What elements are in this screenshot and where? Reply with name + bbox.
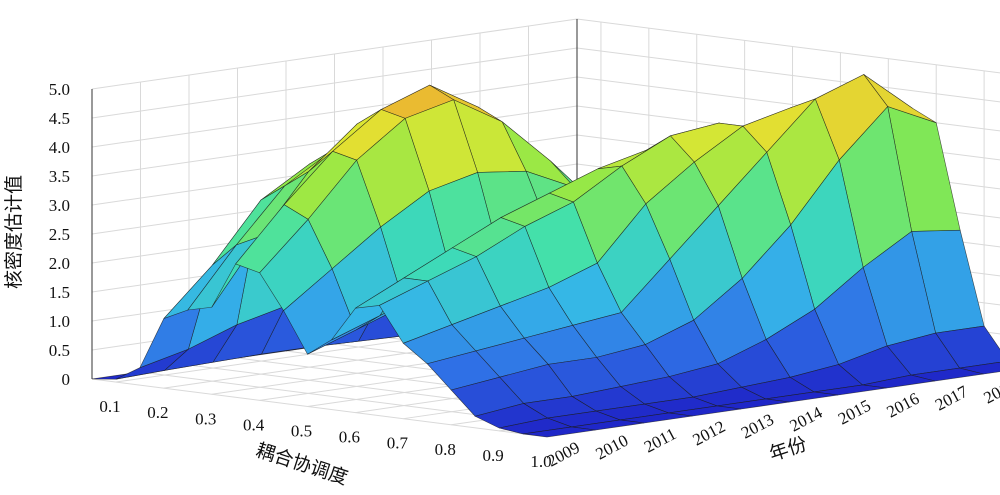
z-tick-label: 3.0 — [49, 196, 70, 215]
x-axis-label: 耦合协调度 — [253, 439, 350, 489]
z-tick-label: 0 — [62, 370, 71, 389]
x-tick-label: 0.8 — [435, 440, 456, 459]
z-tick-label: 1.0 — [49, 312, 70, 331]
x-tick-label: 0.9 — [482, 446, 503, 465]
grid-line — [576, 18, 1000, 74]
y-tick-label: 2016 — [883, 389, 922, 422]
z-tick-label: 2.0 — [49, 254, 70, 273]
y-tick-label: 2017 — [932, 382, 971, 415]
x-tick-label: 0.5 — [291, 421, 312, 440]
z-tick-label: 5.0 — [49, 80, 70, 99]
x-tick-label: 0.6 — [339, 428, 360, 447]
z-tick-label: 1.5 — [49, 283, 70, 302]
z-axis-label: 核密度估计值 — [3, 175, 25, 289]
grid-line — [91, 378, 548, 438]
surface-layer — [91, 73, 1000, 438]
surface-patch — [523, 426, 596, 438]
x-tick-label: 0.2 — [147, 403, 168, 422]
z-tick-label: 4.5 — [49, 109, 70, 128]
grid-line — [576, 47, 1000, 103]
y-tick-label: 2009 — [544, 438, 583, 471]
y-tick-label: 2010 — [592, 431, 631, 464]
x-tick-label: 0.1 — [99, 397, 120, 416]
y-tick-label: 2012 — [689, 417, 728, 450]
y-tick-label: 2011 — [641, 424, 679, 456]
x-tick-label: 0.4 — [243, 415, 265, 434]
y-axis-label: 年份 — [767, 433, 810, 466]
y-tick-label: 2018 — [980, 375, 1000, 408]
y-tick-label: 2015 — [835, 396, 874, 429]
z-tick-label: 3.5 — [49, 167, 70, 186]
z-tick-label: 0.5 — [49, 341, 70, 360]
y-tick-label: 2013 — [738, 410, 777, 443]
z-tick-label: 4.0 — [49, 138, 70, 157]
x-tick-label: 0.3 — [195, 409, 216, 428]
x-tick-label: 1.0 — [530, 452, 551, 471]
z-tick-label: 2.5 — [49, 225, 70, 244]
x-tick-label: 0.7 — [387, 434, 409, 453]
y-tick-label: 2014 — [786, 403, 825, 436]
